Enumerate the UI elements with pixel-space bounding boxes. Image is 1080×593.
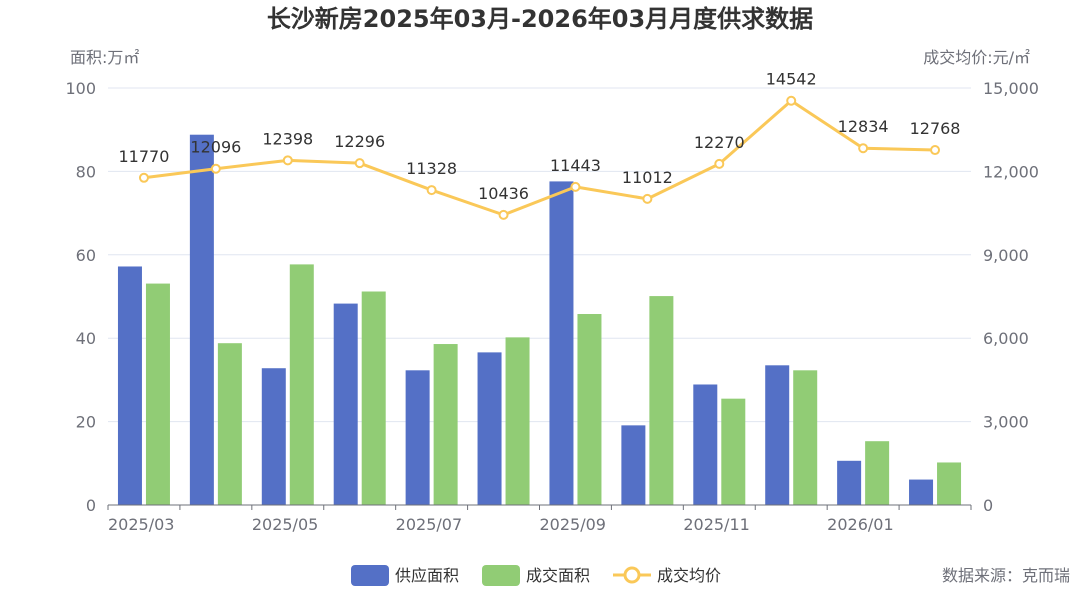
legend-label-deal-area: 成交面积 bbox=[526, 566, 590, 585]
avg-price-point bbox=[354, 158, 365, 169]
avg-price-point bbox=[642, 193, 653, 204]
x-axis: 2025/03 2025/05 2025/07 2025/09 2025/11 2026/… bbox=[107, 504, 972, 534]
avg-price-point bbox=[570, 181, 581, 192]
x-tick-label: 2025/05 bbox=[252, 515, 318, 534]
avg-price-point bbox=[282, 155, 293, 166]
legend-swatch-deal-area bbox=[482, 565, 520, 586]
supply-bar bbox=[405, 370, 430, 505]
avg-price-data-label: 11770 bbox=[119, 147, 170, 166]
deal-area-bar bbox=[505, 337, 530, 505]
y-left-tick-label: 0 bbox=[86, 496, 96, 515]
y-left-tick-label: 20 bbox=[76, 413, 96, 432]
y-right-tick-label: 0 bbox=[983, 496, 993, 515]
legend[interactable]: 供应面积 成交面积 成交均价 bbox=[351, 565, 721, 586]
deal-area-bar bbox=[937, 462, 962, 505]
supply-bar bbox=[549, 181, 574, 505]
deal-area-bar bbox=[649, 296, 674, 505]
avg-price-data-label: 12834 bbox=[838, 117, 889, 136]
legend-label-avg-price: 成交均价 bbox=[657, 566, 721, 585]
y-left-tick-label: 40 bbox=[76, 329, 96, 348]
avg-price-line bbox=[143, 99, 936, 217]
deal-area-bar bbox=[217, 343, 242, 505]
avg-price-data-label: 14542 bbox=[766, 70, 817, 89]
y-left-axis: 0 20 40 60 80 100 bbox=[65, 79, 96, 515]
y-right-tick-label: 9,000 bbox=[983, 246, 1029, 265]
supply-bar bbox=[117, 266, 142, 505]
supply-bar bbox=[837, 460, 862, 505]
deal-area-bar bbox=[289, 264, 314, 505]
avg-price-data-label: 12270 bbox=[694, 133, 745, 152]
x-tick-label: 2025/09 bbox=[540, 515, 606, 534]
y-right-tick-label: 15,000 bbox=[983, 79, 1039, 98]
y-right-tick-label: 6,000 bbox=[983, 329, 1029, 348]
avg-price-point bbox=[858, 143, 869, 154]
supply-bar bbox=[261, 368, 286, 505]
legend-swatch-supply bbox=[351, 565, 389, 586]
avg-price-point bbox=[714, 158, 725, 169]
x-tick-label: 2025/07 bbox=[396, 515, 462, 534]
y-left-tick-label: 60 bbox=[76, 246, 96, 265]
supply-bar bbox=[765, 365, 790, 505]
avg-price-data-label: 11328 bbox=[406, 159, 457, 178]
legend-marker-avg-price bbox=[623, 566, 641, 584]
source-note: 数据来源：克而瑞 bbox=[942, 566, 1070, 585]
y-left-tick-label: 100 bbox=[65, 79, 96, 98]
y-left-tick-label: 80 bbox=[76, 162, 96, 181]
supply-bar bbox=[693, 384, 718, 505]
deal-area-bar bbox=[793, 370, 818, 505]
avg-price-point bbox=[138, 172, 149, 183]
avg-price-data-label: 12398 bbox=[262, 129, 313, 148]
avg-price-point bbox=[426, 185, 437, 196]
deal-area-bar bbox=[577, 314, 602, 505]
supply-bar bbox=[189, 134, 214, 506]
y-right-tick-label: 3,000 bbox=[983, 413, 1029, 432]
deal-area-bar bbox=[721, 398, 746, 505]
avg-price-data-label: 12768 bbox=[910, 119, 961, 138]
avg-price-data-label: 11443 bbox=[550, 156, 601, 175]
deal-area-bar bbox=[145, 283, 170, 505]
avg-price-point bbox=[498, 209, 509, 220]
y-right-axis-label: 成交均价:元/㎡ bbox=[923, 48, 1030, 67]
supply-bar bbox=[477, 352, 502, 505]
y-right-axis: 0 3,000 6,000 9,000 12,000 15,000 bbox=[983, 79, 1039, 515]
avg-price-point bbox=[210, 163, 221, 174]
x-tick-label: 2026/01 bbox=[827, 515, 893, 534]
avg-price-data-label: 11012 bbox=[622, 168, 673, 187]
avg-price-data-label: 12296 bbox=[334, 132, 385, 151]
deal-area-bar bbox=[433, 344, 458, 505]
gridlines bbox=[108, 87, 971, 423]
legend-item-supply[interactable]: 供应面积 bbox=[351, 565, 459, 586]
legend-item-deal-area[interactable]: 成交面积 bbox=[482, 565, 590, 586]
legend-label-supply: 供应面积 bbox=[395, 566, 459, 585]
supply-bar bbox=[909, 479, 934, 505]
avg-price-data-label: 10436 bbox=[478, 184, 529, 203]
x-tick-label: 2025/11 bbox=[683, 515, 749, 534]
y-right-tick-label: 12,000 bbox=[983, 162, 1039, 181]
avg-price-data-label: 12096 bbox=[190, 138, 241, 157]
avg-price-point bbox=[930, 145, 941, 156]
chart-title: 长沙新房2025年03月-2026年03月月度供求数据 bbox=[267, 5, 813, 33]
bar-series bbox=[117, 134, 962, 506]
legend-item-avg-price[interactable]: 成交均价 bbox=[613, 566, 721, 585]
x-tick-label: 2025/03 bbox=[108, 515, 174, 534]
supply-bar bbox=[333, 303, 358, 505]
line-series: 11770 12096 12398 12296 11328 10436 11443 11012… bbox=[119, 70, 961, 220]
supply-bar bbox=[621, 425, 646, 505]
deal-area-bar bbox=[361, 291, 386, 505]
deal-area-bar bbox=[865, 441, 890, 505]
avg-price-point bbox=[786, 95, 797, 106]
y-left-axis-label: 面积:万㎡ bbox=[70, 48, 139, 67]
